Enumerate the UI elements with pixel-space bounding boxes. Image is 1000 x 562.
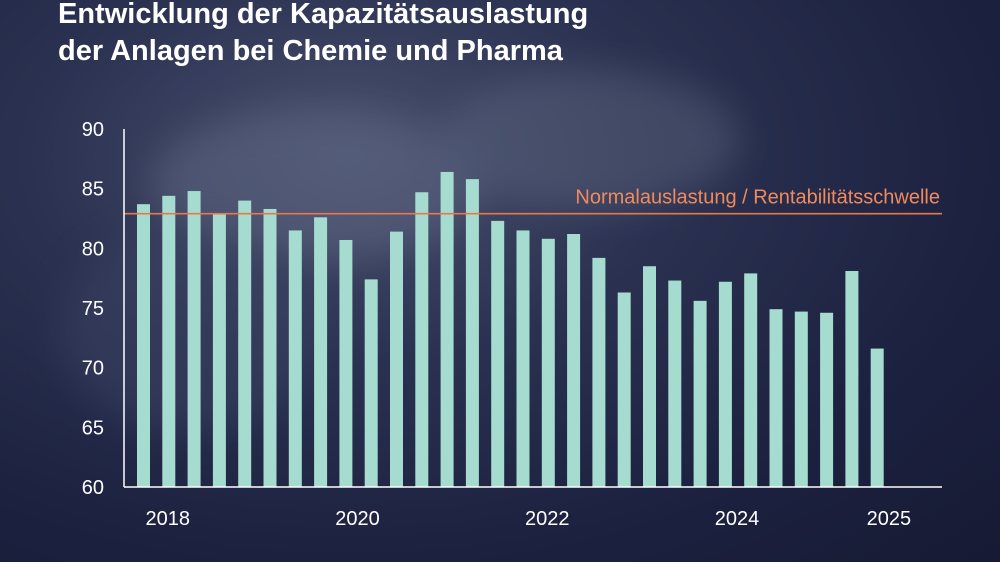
bar bbox=[491, 220, 505, 488]
chart-title-line-2: der Anlagen bei Chemie und Pharma bbox=[58, 35, 563, 67]
background-cloud bbox=[440, 70, 740, 210]
reference-line-label: Normalauslastung / Rentabilitätsschwelle bbox=[575, 187, 940, 209]
bar bbox=[137, 204, 150, 487]
bar bbox=[339, 239, 353, 487]
bar bbox=[364, 279, 378, 487]
bar bbox=[693, 300, 707, 487]
x-axis-ticks: 2018 2020 2022 2024 2025 bbox=[146, 508, 912, 530]
bar bbox=[668, 280, 682, 487]
bar bbox=[390, 231, 403, 487]
bar bbox=[541, 238, 555, 487]
y-tick-label: 65 bbox=[82, 417, 104, 439]
bar bbox=[617, 292, 631, 487]
y-tick-label: 75 bbox=[82, 298, 104, 320]
x-tick-label: 2022 bbox=[525, 508, 570, 530]
bars-group bbox=[137, 171, 884, 488]
bar bbox=[238, 200, 252, 487]
y-tick-label: 80 bbox=[82, 238, 104, 260]
x-tick-label: 2020 bbox=[335, 508, 380, 530]
bar bbox=[162, 195, 176, 487]
bar bbox=[212, 213, 226, 487]
bar bbox=[465, 179, 479, 487]
y-tick-label: 90 bbox=[82, 119, 104, 141]
y-tick-label: 70 bbox=[82, 358, 104, 380]
bar bbox=[718, 281, 732, 487]
bar bbox=[845, 271, 859, 487]
y-tick-label: 85 bbox=[82, 179, 104, 201]
bar bbox=[263, 208, 277, 487]
bar bbox=[794, 311, 808, 487]
chart-title-line-1: Entwicklung der Kapazitätsauslastung bbox=[58, 0, 589, 30]
bar bbox=[820, 312, 834, 487]
bar bbox=[516, 230, 530, 487]
bar bbox=[744, 273, 758, 487]
y-tick-label: 60 bbox=[82, 477, 104, 499]
bar bbox=[314, 217, 328, 487]
bar bbox=[643, 266, 656, 487]
x-tick-label: 2018 bbox=[146, 508, 191, 530]
bar bbox=[567, 234, 581, 487]
bar bbox=[592, 257, 606, 487]
x-tick-label: 2025 bbox=[867, 508, 912, 530]
bar bbox=[288, 230, 302, 487]
y-axis-ticks: 60 65 70 75 80 85 90 bbox=[82, 119, 104, 499]
bar bbox=[187, 191, 201, 487]
bar bbox=[440, 171, 454, 487]
bar bbox=[415, 192, 429, 487]
bar bbox=[870, 348, 884, 487]
bar bbox=[769, 309, 783, 487]
x-tick-label: 2024 bbox=[715, 508, 760, 530]
